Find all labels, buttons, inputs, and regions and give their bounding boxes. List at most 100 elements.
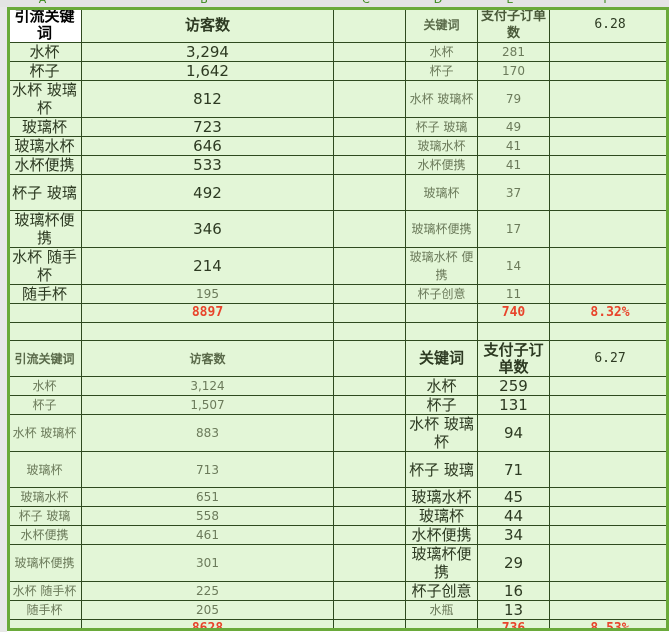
empty-cell[interactable] (477, 322, 550, 341)
header-visitors[interactable]: 访客数 (81, 340, 334, 377)
keyword2-cell[interactable]: 水杯 玻璃杯 (405, 80, 478, 118)
conversion-rate[interactable]: 8.53% (549, 619, 666, 628)
empty-cell[interactable] (333, 174, 406, 211)
keyword-cell[interactable]: 水杯 随手杯 (10, 581, 82, 601)
orders-cell[interactable]: 41 (477, 136, 550, 156)
empty-cell[interactable] (333, 376, 406, 396)
empty-cell[interactable] (10, 303, 82, 323)
empty-cell[interactable] (333, 340, 406, 377)
orders-cell[interactable]: 44 (477, 506, 550, 526)
column-letter[interactable]: D (402, 0, 474, 6)
keyword-cell[interactable]: 随手杯 (10, 600, 82, 620)
keyword2-cell[interactable]: 杯子 (405, 61, 478, 81)
empty-cell[interactable] (333, 600, 406, 620)
orders-cell[interactable]: 45 (477, 487, 550, 507)
empty-cell[interactable] (333, 451, 406, 488)
keyword-cell[interactable]: 水杯 随手杯 (10, 247, 82, 285)
keyword2-cell[interactable]: 水杯 玻璃杯 (405, 414, 478, 452)
column-letter[interactable]: E (474, 0, 546, 6)
keyword-cell[interactable]: 随手杯 (10, 284, 82, 304)
empty-cell[interactable] (333, 322, 406, 341)
orders-cell[interactable]: 281 (477, 42, 550, 62)
empty-cell[interactable] (549, 136, 666, 156)
visitors-cell[interactable]: 3,294 (81, 42, 334, 62)
keyword-cell[interactable]: 玻璃杯便携 (10, 210, 82, 248)
empty-cell[interactable] (333, 619, 406, 628)
empty-cell[interactable] (549, 155, 666, 175)
keyword-cell[interactable]: 玻璃水杯 (10, 487, 82, 507)
keyword2-cell[interactable]: 玻璃水杯 (405, 136, 478, 156)
orders-cell[interactable]: 131 (477, 395, 550, 415)
visitors-cell[interactable]: 461 (81, 525, 334, 545)
conversion-rate[interactable]: 8.32% (549, 303, 666, 323)
orders-cell[interactable]: 16 (477, 581, 550, 601)
empty-cell[interactable] (549, 395, 666, 415)
keyword-cell[interactable]: 玻璃杯 (10, 117, 82, 137)
empty-cell[interactable] (333, 136, 406, 156)
keyword2-cell[interactable]: 杯子 (405, 395, 478, 415)
keyword-cell[interactable]: 水杯便携 (10, 525, 82, 545)
keyword2-cell[interactable]: 杯子创意 (405, 284, 478, 304)
orders-cell[interactable]: 41 (477, 155, 550, 175)
empty-cell[interactable] (549, 376, 666, 396)
keyword2-cell[interactable]: 杯子 玻璃 (405, 451, 478, 488)
empty-cell[interactable] (81, 322, 334, 341)
empty-cell[interactable] (10, 322, 82, 341)
header-keyword2[interactable]: 关键词 (405, 340, 478, 377)
empty-cell[interactable] (549, 174, 666, 211)
visitors-cell[interactable]: 713 (81, 451, 334, 488)
visitors-cell[interactable]: 533 (81, 155, 334, 175)
keyword2-cell[interactable]: 杯子 玻璃 (405, 117, 478, 137)
empty-cell[interactable] (405, 619, 478, 628)
keyword2-cell[interactable]: 水杯便携 (405, 155, 478, 175)
empty-cell[interactable] (333, 10, 406, 43)
empty-cell[interactable] (549, 322, 666, 341)
empty-cell[interactable] (333, 487, 406, 507)
orders-cell[interactable]: 49 (477, 117, 550, 137)
orders-cell[interactable]: 79 (477, 80, 550, 118)
total-visitors[interactable]: 8897 (81, 303, 334, 323)
header-visitors[interactable]: 访客数 (81, 10, 334, 43)
column-letter[interactable]: A (7, 0, 78, 6)
keyword-cell[interactable]: 杯子 玻璃 (10, 506, 82, 526)
keyword-cell[interactable]: 水杯 (10, 376, 82, 396)
keyword-cell[interactable]: 杯子 (10, 395, 82, 415)
keyword2-cell[interactable]: 水杯便携 (405, 525, 478, 545)
empty-cell[interactable] (333, 61, 406, 81)
orders-cell[interactable]: 17 (477, 210, 550, 248)
header-keyword[interactable]: 引流关键词 (10, 340, 82, 377)
orders-cell[interactable]: 37 (477, 174, 550, 211)
keyword2-cell[interactable]: 玻璃杯 (405, 174, 478, 211)
empty-cell[interactable] (333, 581, 406, 601)
column-letter[interactable]: F (546, 0, 667, 6)
empty-cell[interactable] (549, 506, 666, 526)
keyword2-cell[interactable]: 水瓶 (405, 600, 478, 620)
empty-cell[interactable] (549, 451, 666, 488)
orders-cell[interactable]: 71 (477, 451, 550, 488)
column-letter[interactable]: B (78, 0, 330, 6)
visitors-cell[interactable]: 1,642 (81, 61, 334, 81)
visitors-cell[interactable]: 195 (81, 284, 334, 304)
keyword2-cell[interactable]: 玻璃杯便携 (405, 210, 478, 248)
visitors-cell[interactable]: 723 (81, 117, 334, 137)
empty-cell[interactable] (549, 80, 666, 118)
keyword2-cell[interactable]: 玻璃水杯 便携 (405, 247, 478, 285)
empty-cell[interactable] (333, 155, 406, 175)
keyword-cell[interactable]: 杯子 (10, 61, 82, 81)
visitors-cell[interactable]: 883 (81, 414, 334, 452)
keyword2-cell[interactable]: 玻璃水杯 (405, 487, 478, 507)
orders-cell[interactable]: 94 (477, 414, 550, 452)
keyword2-cell[interactable]: 杯子创意 (405, 581, 478, 601)
visitors-cell[interactable]: 812 (81, 80, 334, 118)
keyword-cell[interactable]: 水杯 玻璃杯 (10, 414, 82, 452)
keyword-cell[interactable]: 水杯 玻璃杯 (10, 80, 82, 118)
keyword-cell[interactable]: 玻璃水杯 (10, 136, 82, 156)
keyword2-cell[interactable]: 玻璃杯便携 (405, 544, 478, 582)
header-keyword2[interactable]: 关键词 (405, 10, 478, 43)
empty-cell[interactable] (549, 487, 666, 507)
visitors-cell[interactable]: 492 (81, 174, 334, 211)
header-orders[interactable]: 支付子订单数 (477, 340, 550, 377)
empty-cell[interactable] (333, 117, 406, 137)
date-cell[interactable]: 6.28 (549, 10, 666, 43)
empty-cell[interactable] (333, 80, 406, 118)
